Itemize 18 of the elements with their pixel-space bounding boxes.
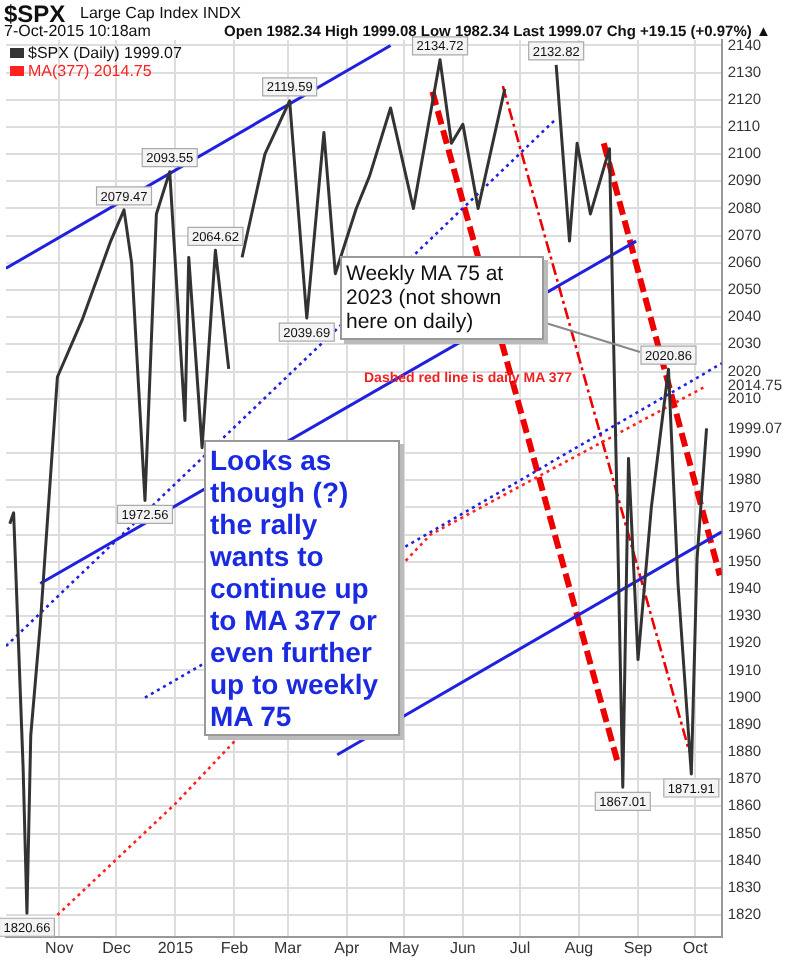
- x-tick-label: Nov: [45, 938, 74, 957]
- chart-subtitle: Large Cap Index INDX: [80, 4, 241, 22]
- x-tick-label: Aug: [564, 938, 594, 957]
- legend-label: $SPX (Daily) 1999.07: [26, 44, 182, 62]
- x-tick-label: Dec: [102, 938, 131, 957]
- legend-label: MA(377) 2014.75: [26, 62, 154, 80]
- x-tick-label: Feb: [220, 938, 250, 957]
- annotation: 7-Oct-2015 10:18am: [4, 22, 151, 40]
- x-tick-label: Mar: [273, 938, 303, 957]
- text: Looks as though (?) the rally wants to continue up to MA 377 or even further up to weekly MA 75: [210, 444, 379, 732]
- x-tick-label: Jun: [449, 938, 476, 957]
- x-tick-label: Apr: [334, 938, 360, 957]
- x-tick-label: 2015: [157, 938, 195, 957]
- x-tick-label: Sep: [623, 938, 654, 957]
- x-tick-label: Oct: [682, 938, 710, 957]
- annotation: Weekly MA 75 at 2023 (not shown here on daily): [340, 256, 544, 340]
- x-tick-label: May: [388, 938, 419, 957]
- x-tick-label: Jul: [509, 938, 531, 957]
